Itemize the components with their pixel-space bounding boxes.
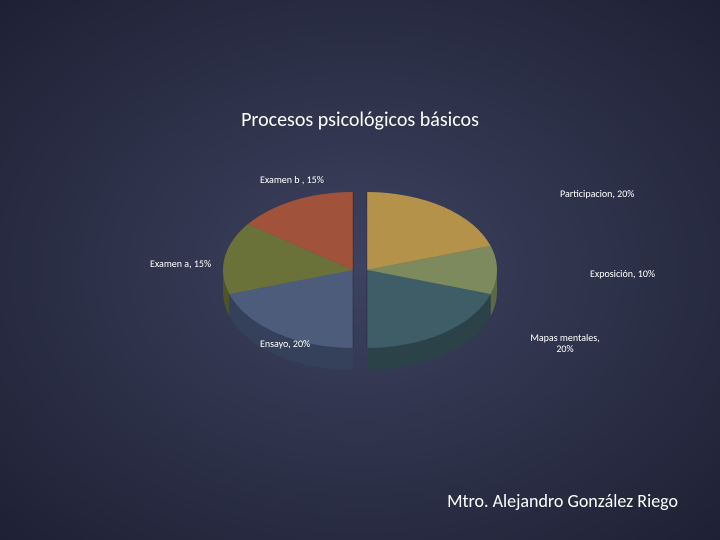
slice-label-ensayo: Ensayo, 20% <box>260 338 310 349</box>
pie-svg <box>180 160 540 420</box>
slice-label-examen_a: Examen a, 15% <box>150 258 211 269</box>
slice-label-exposicion: Exposición, 10% <box>590 268 655 279</box>
pie-right-half <box>367 192 497 370</box>
slice-label-participacion: Participacion, 20% <box>560 188 634 199</box>
page-title: Procesos psicológicos básicos <box>0 108 720 132</box>
slice-label-examen_b: Examen b , 15% <box>260 174 324 185</box>
author-credit: Mtro. Alejandro González Riego <box>447 490 678 512</box>
pie-chart: Participacion, 20%Exposición, 10%Mapas m… <box>180 160 540 420</box>
slice-label-mapas_mentales: Mapas mentales,20% <box>520 332 610 354</box>
